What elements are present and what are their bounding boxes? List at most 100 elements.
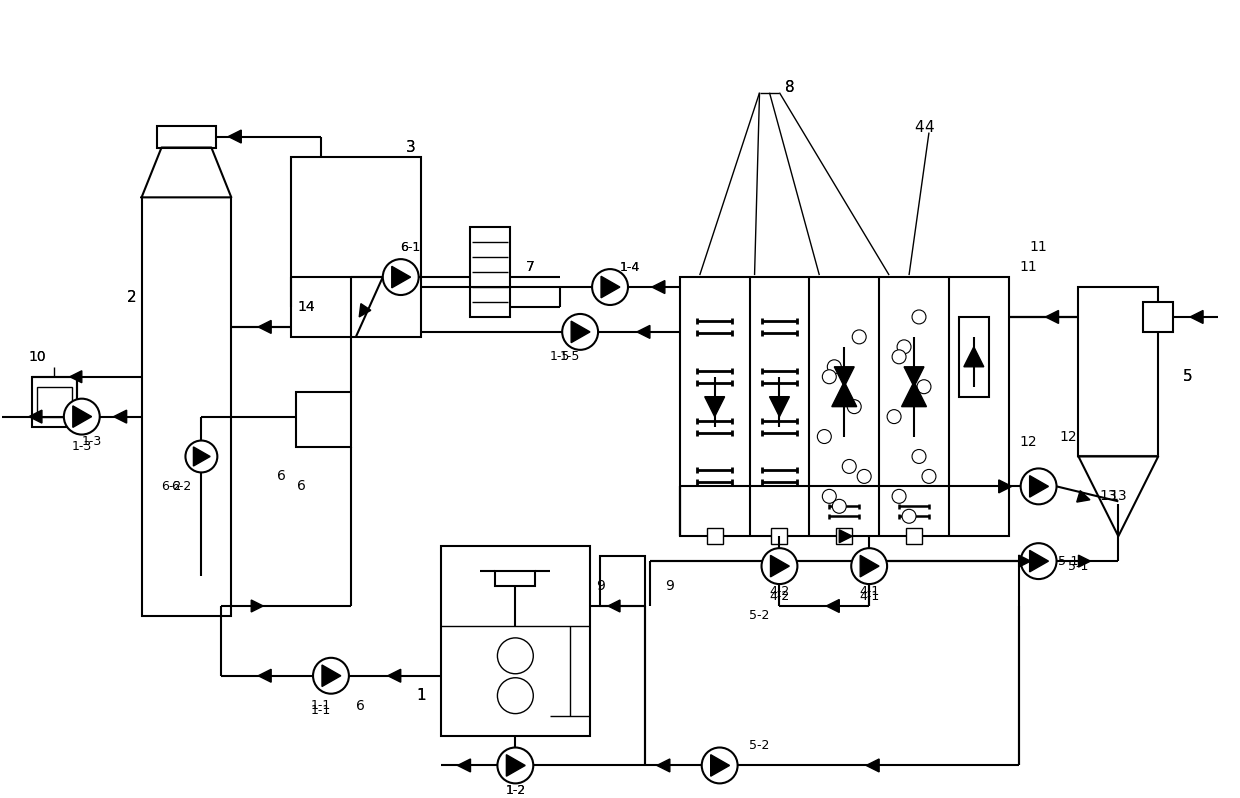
Text: 9: 9 (666, 579, 675, 593)
Polygon shape (832, 381, 857, 407)
Circle shape (847, 400, 862, 413)
Circle shape (186, 440, 217, 472)
Polygon shape (998, 480, 1012, 493)
Circle shape (822, 369, 836, 384)
Text: 1-5: 1-5 (551, 350, 570, 363)
Text: 1: 1 (415, 688, 425, 703)
Polygon shape (252, 600, 263, 612)
Circle shape (497, 678, 533, 713)
Text: 4-2: 4-2 (769, 584, 790, 598)
Text: 1-1: 1-1 (311, 699, 331, 712)
Text: 4: 4 (914, 120, 924, 135)
Polygon shape (861, 555, 879, 577)
Bar (496, 571, 536, 586)
Circle shape (497, 638, 533, 674)
Bar (1079, 287, 1158, 456)
Text: 1: 1 (415, 688, 425, 703)
Text: 1-3: 1-3 (72, 440, 92, 453)
Text: 4-2: 4-2 (769, 590, 790, 602)
Text: 6: 6 (296, 480, 305, 493)
Circle shape (312, 658, 348, 693)
Bar (680, 277, 1008, 536)
Circle shape (817, 429, 831, 444)
Polygon shape (506, 755, 526, 776)
Circle shape (591, 269, 627, 305)
Circle shape (832, 500, 846, 513)
Text: 2: 2 (126, 290, 136, 305)
Text: 4: 4 (924, 120, 934, 135)
Polygon shape (963, 347, 983, 367)
Polygon shape (835, 367, 854, 387)
Text: 1-5: 1-5 (560, 350, 580, 363)
Bar (291, 157, 420, 337)
Text: 1-4: 1-4 (620, 261, 640, 274)
Circle shape (702, 748, 738, 784)
Text: 3: 3 (405, 140, 415, 155)
Text: 13: 13 (1110, 489, 1127, 504)
Bar (141, 197, 232, 616)
Bar (707, 528, 723, 544)
Polygon shape (1079, 456, 1158, 536)
Text: 2: 2 (126, 290, 136, 305)
Polygon shape (826, 599, 839, 612)
Text: 14: 14 (298, 300, 315, 314)
Polygon shape (657, 759, 670, 772)
Polygon shape (608, 600, 620, 612)
Bar (906, 528, 923, 544)
Circle shape (1021, 468, 1056, 504)
Polygon shape (69, 371, 82, 383)
Circle shape (842, 460, 856, 473)
Bar (296, 392, 351, 447)
Bar (836, 528, 852, 544)
Circle shape (857, 469, 872, 484)
Polygon shape (388, 670, 401, 682)
Text: 8: 8 (785, 81, 795, 95)
Circle shape (913, 310, 926, 324)
Text: 5-2: 5-2 (749, 610, 770, 622)
Polygon shape (141, 148, 232, 197)
Text: 1-4: 1-4 (620, 261, 640, 274)
Text: 3: 3 (405, 140, 415, 155)
Polygon shape (704, 397, 724, 417)
Polygon shape (770, 555, 790, 577)
Circle shape (63, 399, 99, 435)
Text: 13: 13 (1100, 489, 1117, 504)
Text: 6-1: 6-1 (401, 241, 420, 254)
Text: 1-3: 1-3 (82, 435, 102, 448)
Text: 11: 11 (1019, 260, 1038, 274)
Text: 5: 5 (1183, 369, 1193, 385)
Polygon shape (1076, 491, 1090, 502)
Text: 1-2: 1-2 (505, 784, 526, 797)
Circle shape (918, 380, 931, 393)
Circle shape (822, 489, 836, 504)
Text: 6: 6 (277, 469, 285, 484)
Circle shape (892, 350, 906, 364)
Circle shape (887, 409, 901, 424)
Bar (32, 377, 77, 427)
Text: 6-2: 6-2 (171, 480, 192, 493)
Circle shape (562, 314, 598, 350)
Polygon shape (193, 447, 210, 466)
Bar (470, 227, 511, 317)
Polygon shape (458, 759, 470, 772)
Polygon shape (839, 530, 852, 543)
Text: 12: 12 (1019, 435, 1038, 448)
Text: 7: 7 (526, 260, 534, 274)
Text: 5-1: 5-1 (1069, 559, 1089, 573)
Bar (156, 125, 216, 148)
Bar (771, 528, 787, 544)
Text: 5: 5 (1183, 369, 1193, 385)
Text: 6: 6 (356, 698, 366, 713)
Polygon shape (637, 326, 650, 338)
Bar (1143, 302, 1173, 332)
Circle shape (897, 340, 911, 354)
Circle shape (827, 360, 841, 373)
Polygon shape (1019, 555, 1030, 567)
Polygon shape (73, 406, 92, 428)
Text: 10: 10 (29, 350, 46, 364)
Polygon shape (228, 130, 242, 143)
Polygon shape (652, 281, 665, 294)
Circle shape (851, 548, 887, 584)
Circle shape (1021, 543, 1056, 579)
Polygon shape (1045, 310, 1059, 323)
